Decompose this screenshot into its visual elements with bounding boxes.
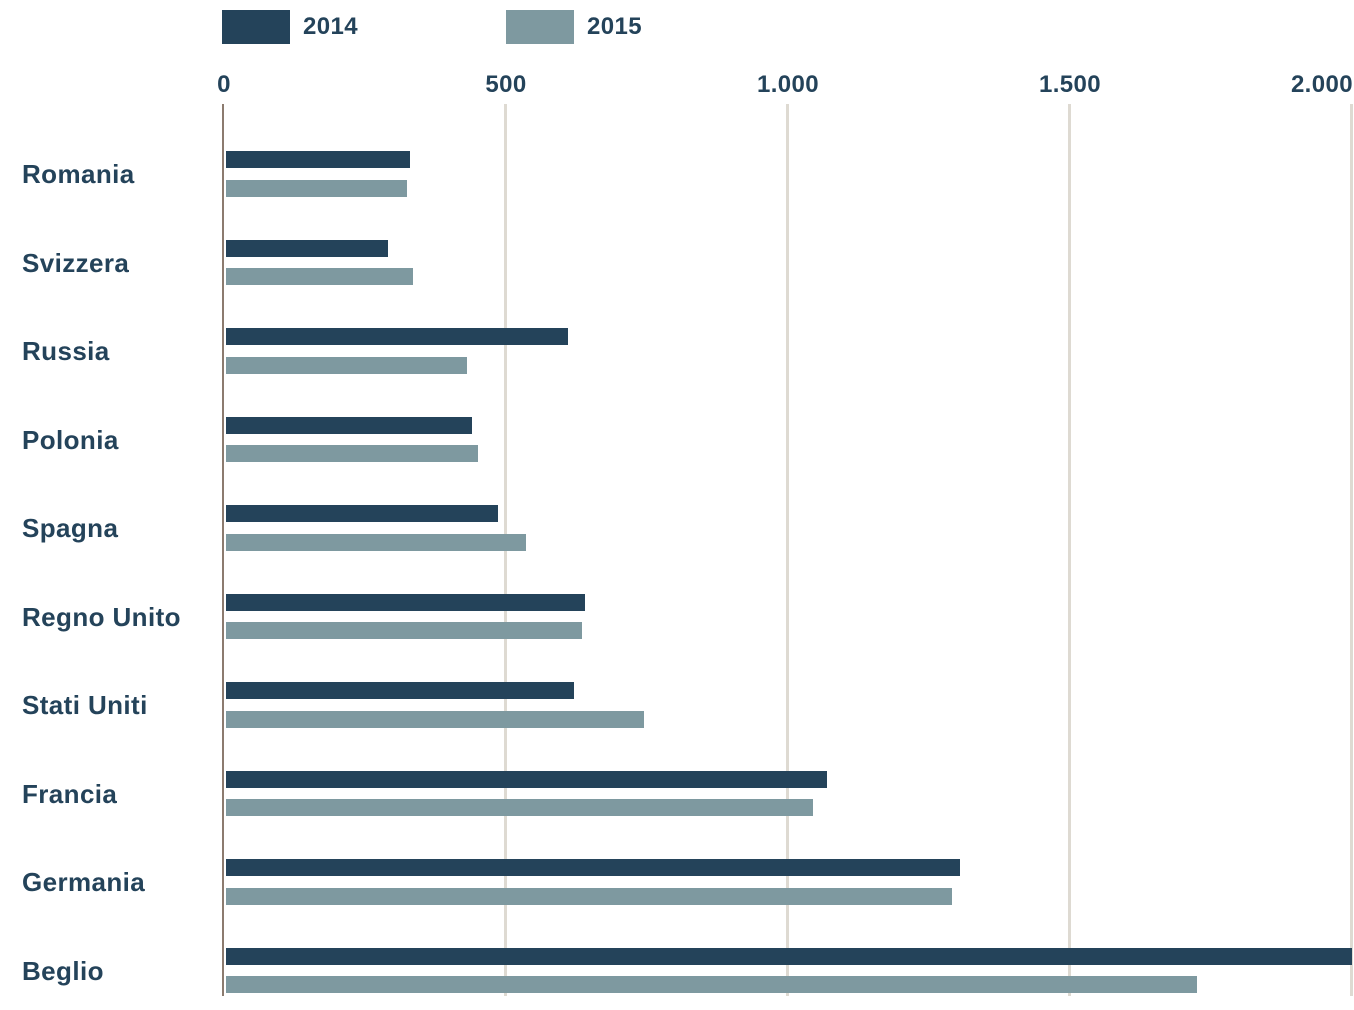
- bar-2015-germania: [226, 887, 952, 905]
- bar-2015-stati-uniti: [226, 710, 644, 728]
- x-tick-label-1000: 1.000: [756, 71, 820, 98]
- bar-2014-germania: [226, 859, 960, 876]
- category-label-spagna: Spagna: [22, 513, 119, 543]
- x-tick-label-1500: 1.500: [1038, 71, 1102, 98]
- y-axis-line: [222, 104, 224, 996]
- category-label-beglio: Beglio: [22, 955, 104, 986]
- legend-item-2015: 2015: [506, 10, 642, 44]
- category-label-francia: Francia: [22, 778, 118, 809]
- x-tick-label-500: 500: [485, 71, 527, 98]
- bar-2015-svizzera: [226, 268, 413, 285]
- category-label-germania: Germania: [22, 867, 146, 897]
- category-label-regno-unito: Regno Unito: [22, 601, 181, 632]
- bar-2014-regno-unito: [226, 593, 585, 611]
- bar-2015-polonia: [226, 445, 478, 462]
- bar-2014-svizzera: [226, 239, 388, 257]
- bar-2014-romania: [226, 151, 410, 168]
- gridline-1000: [786, 104, 789, 996]
- bar-2014-beglio: [226, 947, 1352, 965]
- legend-label-2015: 2015: [587, 13, 642, 40]
- category-label-romania: Romania: [22, 159, 135, 189]
- category-label-stati-uniti: Stati Uniti: [22, 690, 148, 720]
- bar-2015-regno-unito: [226, 622, 582, 639]
- bar-2015-francia: [226, 799, 813, 816]
- bar-2015-romania: [226, 179, 407, 197]
- bar-2014-russia: [226, 328, 568, 345]
- bar-2014-stati-uniti: [226, 682, 574, 699]
- category-label-polonia: Polonia: [22, 424, 119, 455]
- legend-swatch-2015: [506, 10, 574, 44]
- bar-2014-francia: [226, 770, 827, 788]
- gridline-2000: [1350, 104, 1353, 996]
- x-tick-label-2000: 2.000: [1290, 71, 1353, 98]
- bar-2015-russia: [226, 356, 467, 374]
- category-label-svizzera: Svizzera: [22, 247, 130, 278]
- bar-2014-polonia: [226, 416, 472, 434]
- bar-2014-spagna: [226, 505, 498, 522]
- category-label-russia: Russia: [22, 336, 110, 366]
- bar-2015-beglio: [226, 976, 1197, 993]
- bar-2015-spagna: [226, 533, 526, 551]
- x-tick-label-0: 0: [217, 71, 231, 98]
- legend-item-2014: 2014: [222, 10, 358, 44]
- legend-label-2014: 2014: [303, 13, 358, 40]
- legend-swatch-2014: [222, 10, 290, 44]
- gridline-1500: [1068, 104, 1071, 996]
